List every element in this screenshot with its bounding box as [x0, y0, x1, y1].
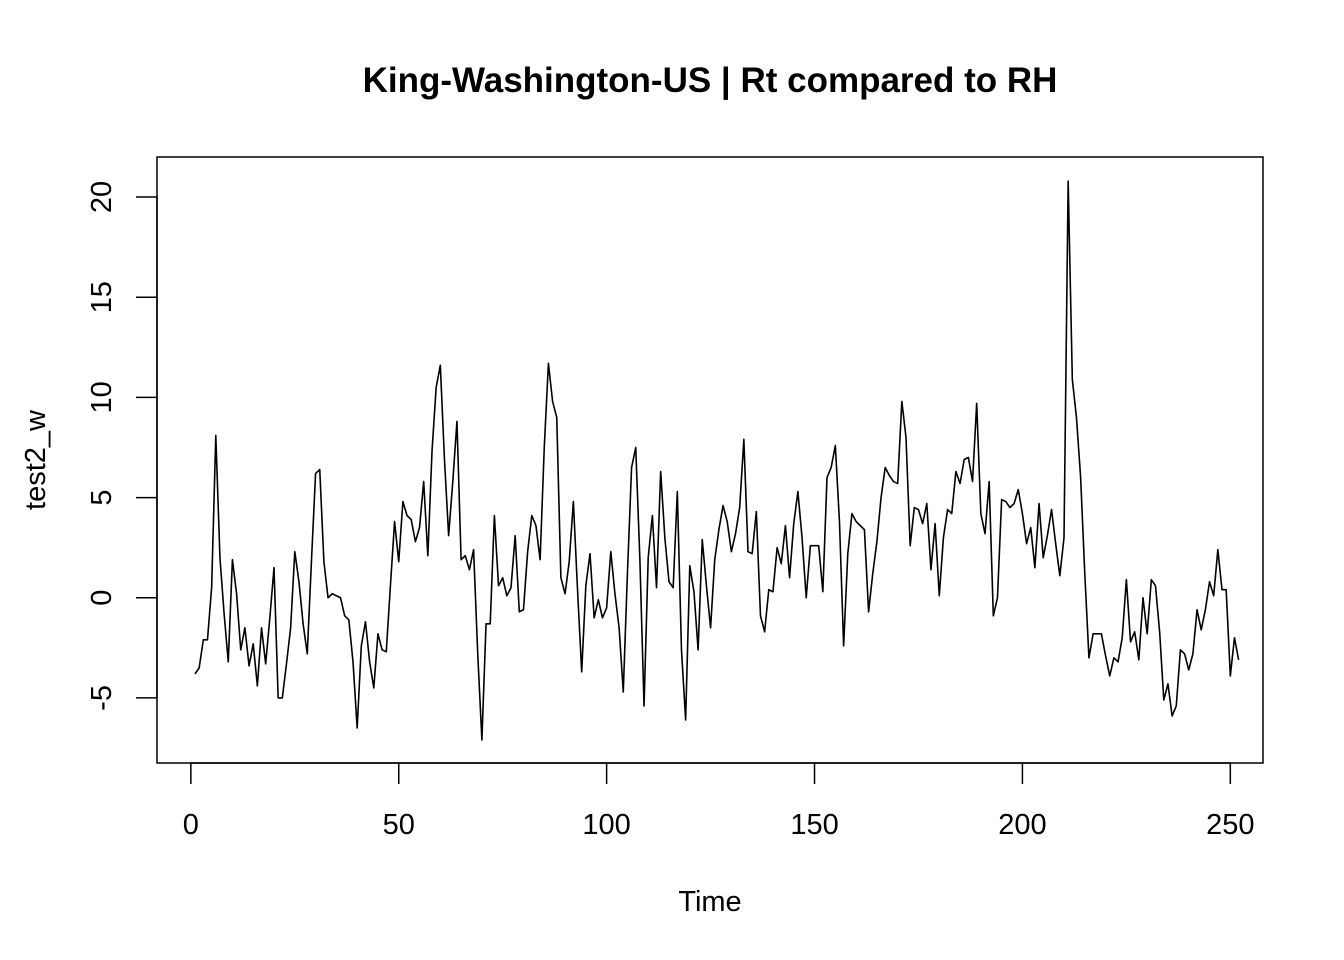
plot-frame [156, 156, 1264, 764]
y-tick-label: 20 [86, 181, 118, 213]
x-tick-label: 200 [998, 809, 1046, 841]
series-line-test2_w [194, 180, 1240, 741]
x-axis: 0 50 100 150 200 250 [183, 762, 1255, 841]
x-tick-label: 250 [1206, 809, 1254, 841]
y-tick-label: 0 [86, 590, 118, 606]
y-axis: -5 0 5 10 15 20 [86, 181, 158, 711]
chart-title: King-Washington-US | Rt compared to RH [363, 61, 1058, 100]
x-tick-label: 0 [183, 809, 199, 841]
y-tick-label: 10 [86, 381, 118, 413]
x-tick-label: 50 [383, 809, 415, 841]
x-axis-label: Time [678, 886, 741, 918]
x-tick-label: 150 [790, 809, 838, 841]
y-tick-label: 15 [86, 281, 118, 313]
y-tick-label: 5 [86, 489, 118, 505]
x-tick-label: 100 [582, 809, 630, 841]
y-axis-label: test2_w [20, 409, 52, 510]
y-tick-label: -5 [86, 685, 118, 711]
